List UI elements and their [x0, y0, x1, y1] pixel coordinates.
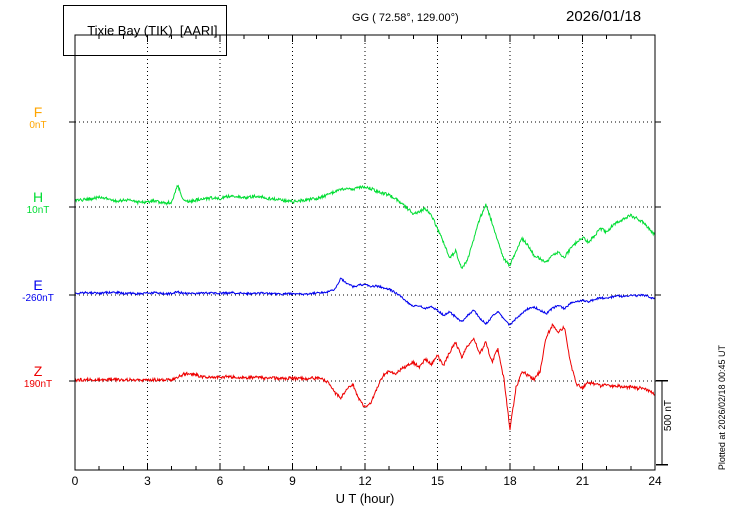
station-title-box: Tixie Bay (TIK) [AARI]: [63, 5, 228, 56]
component-label-H: H 10nT: [12, 189, 64, 217]
x-tick-label: 3: [144, 474, 151, 488]
x-tick-label: 21: [575, 474, 590, 488]
gg-coordinates-label: GG ( 72.58°, 129.00°): [352, 12, 459, 24]
x-tick-label: 0: [71, 474, 79, 488]
component-baseline-value: 190nT: [23, 378, 53, 390]
station-title: Tixie Bay (TIK) [AARI]: [87, 23, 218, 38]
x-tick-label: 9: [289, 474, 296, 488]
x-tick-label: 24: [648, 474, 662, 488]
trace-Z: [75, 322, 655, 431]
component-baseline-value: -260nT: [22, 293, 54, 305]
scalebar-label: 500 nT: [663, 400, 674, 432]
x-axis-label: U T (hour): [335, 491, 395, 506]
component-baseline-value: 10nT: [26, 204, 50, 216]
component-label-F: F 0nT: [12, 104, 64, 132]
traces: [75, 184, 655, 431]
x-tick-label: 15: [430, 474, 445, 488]
component-letter: Z: [33, 362, 43, 379]
plotted-at-label: Plotted at 2026/02/18 00:45 UT: [717, 344, 727, 470]
plot-frame: [69, 34, 661, 471]
x-tick-label: 12: [358, 474, 372, 488]
date-label: 2026/01/18: [566, 8, 642, 25]
trace-H: [75, 184, 655, 270]
x-tick-label: 18: [503, 474, 517, 488]
trace-E: [75, 277, 655, 326]
component-letter: H: [32, 188, 44, 205]
component-baseline-value: 0nT: [29, 120, 47, 132]
component-label-E: E -260nT: [12, 277, 64, 305]
component-letter: F: [33, 104, 43, 120]
component-letter: E: [33, 277, 43, 294]
scale-bracket: [656, 380, 668, 466]
component-label-Z: Z 190nT: [12, 363, 64, 391]
x-tick-label: 6: [216, 474, 224, 488]
